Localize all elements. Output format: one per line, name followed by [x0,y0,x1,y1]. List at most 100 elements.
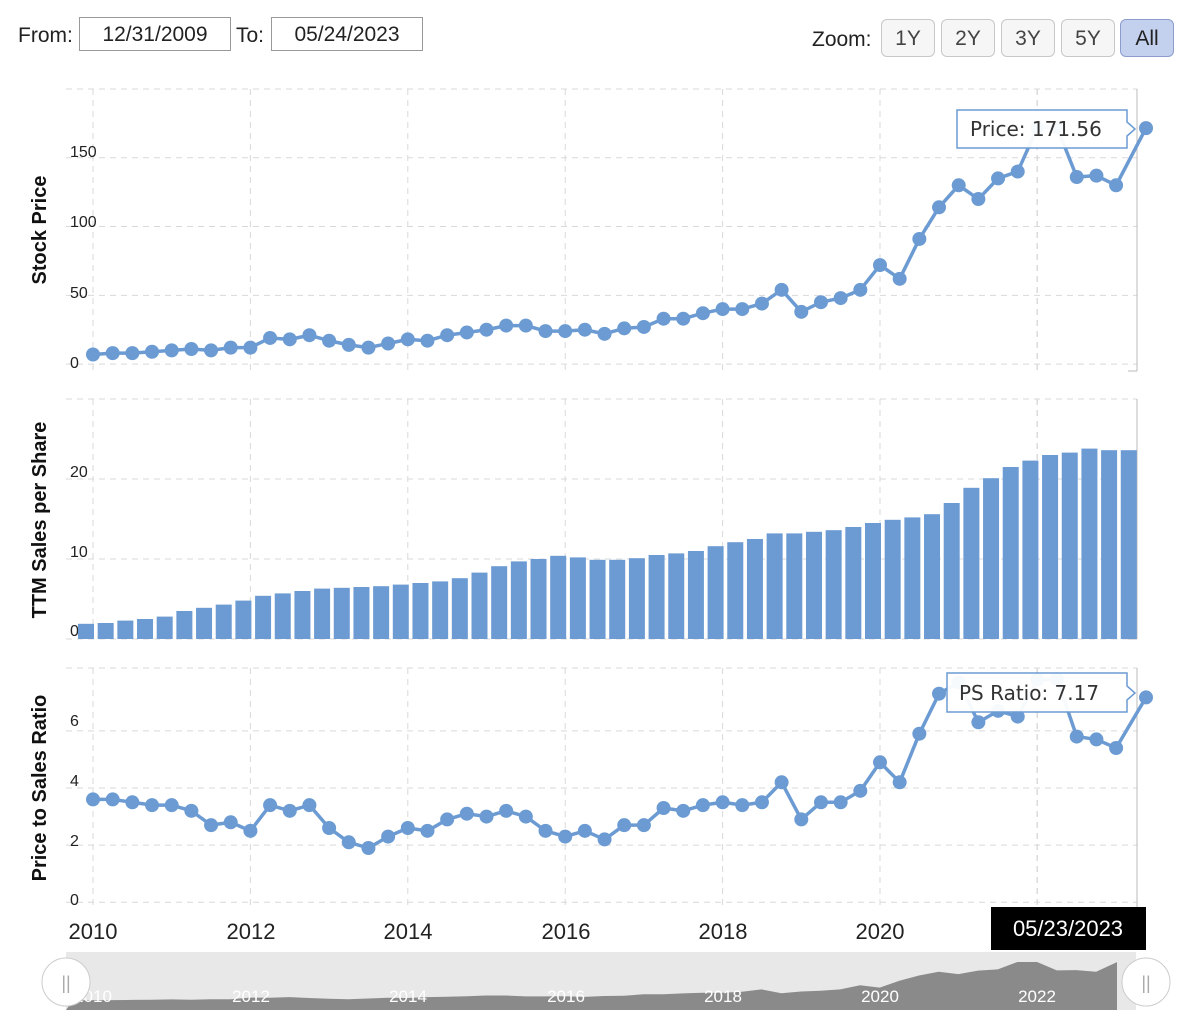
price_to_sales_ratio-point-34[interactable] [754,795,769,810]
stock_price-point-31[interactable] [695,306,710,321]
price_to_sales_ratio-point-6[interactable] [204,818,219,833]
sales-bar-14[interactable] [353,587,370,639]
price_to_sales_ratio-point-1[interactable] [105,792,120,807]
stock_price-point-11[interactable] [302,328,317,343]
sales-bar-19[interactable] [451,578,468,639]
price_to_sales_ratio-point-39[interactable] [853,783,868,798]
stock_price-point-14[interactable] [361,340,376,355]
sales-bar-39[interactable] [845,527,862,639]
sales-bar-21[interactable] [491,566,508,639]
stock_price-point-39[interactable] [853,282,868,297]
stock_price-point-9[interactable] [263,330,278,345]
zoom-1y-button[interactable]: 1Y [881,19,935,57]
price_to_sales_ratio-point-53[interactable] [1139,690,1154,705]
sales-bar-38[interactable] [825,530,842,639]
sales-bar-45[interactable] [963,487,980,639]
sales-bar-13[interactable] [333,587,350,639]
price_to_sales_ratio-point-10[interactable] [282,803,297,818]
stock_price-point-30[interactable] [676,311,691,326]
price_to_sales_ratio-point-16[interactable] [400,821,415,835]
stock_price-point-45[interactable] [971,192,986,207]
price_to_sales_ratio-point-27[interactable] [617,818,632,833]
sales-bar-1[interactable] [97,623,114,639]
sales-bar-37[interactable] [805,531,822,639]
sales-bar-10[interactable] [274,593,291,639]
to-date-input[interactable]: 05/24/2023 [271,17,423,51]
stock_price-point-27[interactable] [617,321,632,336]
price_to_sales_ratio-point-28[interactable] [636,818,651,833]
stock_price-point-21[interactable] [499,318,514,333]
price_to_sales_ratio-point-18[interactable] [440,812,455,827]
sales-bar-43[interactable] [924,514,941,639]
stock_price-point-6[interactable] [204,343,219,358]
price_to_sales_ratio-point-35[interactable] [774,775,789,790]
price_to_sales_ratio-point-29[interactable] [656,801,671,815]
price_to_sales_ratio-point-52[interactable] [1109,741,1124,755]
sales-bar-18[interactable] [432,581,449,639]
stock_price-point-25[interactable] [577,322,592,337]
stock_price-point-46[interactable] [991,171,1006,186]
stock_price-point-4[interactable] [164,343,179,358]
price_to_sales_ratio-point-26[interactable] [597,832,612,847]
sales-bar-15[interactable] [373,586,390,639]
stock_price-point-37[interactable] [813,295,828,310]
zoom-3y-button[interactable]: 3Y [1001,19,1055,57]
price_to_sales_ratio-point-24[interactable] [558,829,573,844]
sales-bar-12[interactable] [314,588,331,639]
price_to_sales_ratio-point-31[interactable] [695,798,710,813]
sales-bar-25[interactable] [569,557,586,639]
sales-bar-33[interactable] [727,542,744,639]
sales-bar-9[interactable] [255,595,272,639]
sales-bar-26[interactable] [589,559,606,639]
sales-bar-53[interactable] [1120,450,1137,639]
stock_price-point-22[interactable] [518,318,533,333]
stock_price-point-43[interactable] [932,200,947,215]
stock_price-point-26[interactable] [597,326,612,341]
stock_price-point-8[interactable] [243,340,258,355]
price_to_sales_ratio-point-43[interactable] [932,686,947,701]
sales-bar-4[interactable] [156,616,173,639]
sales-bar-27[interactable] [609,559,626,639]
stock_price-point-19[interactable] [459,325,474,340]
stock_price-point-24[interactable] [558,324,573,339]
stock_price-point-5[interactable] [184,341,199,356]
stock_price-point-52[interactable] [1109,178,1124,193]
sales-bar-28[interactable] [628,558,645,639]
price_to_sales_ratio-point-25[interactable] [577,823,592,838]
stock_price-point-38[interactable] [833,291,848,306]
navigator[interactable]: 2010 2012 2014 2016 2018 2020 2022 || || [41,952,1171,1010]
stock_price-point-44[interactable] [951,178,966,193]
sales-bar-44[interactable] [943,503,960,639]
sales-bar-3[interactable] [137,619,154,639]
price_to_sales_ratio-point-23[interactable] [538,823,553,838]
stock_price-point-7[interactable] [223,340,238,355]
price_to_sales_ratio-point-2[interactable] [125,795,140,810]
stock_price-point-33[interactable] [735,302,750,317]
price_to_sales_ratio-point-8[interactable] [243,823,258,838]
zoom-all-button[interactable]: All [1120,19,1174,57]
stock_price-point-53[interactable] [1139,121,1154,136]
price_to_sales_ratio-point-14[interactable] [361,841,376,855]
sales-bar-24[interactable] [550,555,567,639]
sales-bar-29[interactable] [648,555,665,639]
price_to_sales_ratio-point-12[interactable] [322,821,337,835]
stock_price-point-18[interactable] [440,328,455,343]
sales-bar-35[interactable] [766,533,783,639]
sales-bar-48[interactable] [1022,460,1039,639]
sales-bar-16[interactable] [392,584,409,639]
price_to_sales_ratio-point-30[interactable] [676,803,691,818]
price_to_sales_ratio-point-3[interactable] [145,798,160,813]
price_to_sales_ratio-point-7[interactable] [223,815,238,830]
sales-bar-20[interactable] [471,572,488,639]
stock_price-point-34[interactable] [754,296,769,311]
stock_price-point-17[interactable] [420,333,435,348]
price_to_sales_ratio-point-4[interactable] [164,798,179,813]
stock_price-point-36[interactable] [794,304,809,319]
price_to_sales_ratio-point-40[interactable] [873,755,887,770]
price_to_sales_ratio-point-36[interactable] [794,812,809,827]
sales-bar-40[interactable] [865,523,881,639]
price_to_sales_ratio-point-37[interactable] [813,795,828,810]
stock_price-point-40[interactable] [873,258,887,273]
stock_price-point-35[interactable] [774,282,789,297]
